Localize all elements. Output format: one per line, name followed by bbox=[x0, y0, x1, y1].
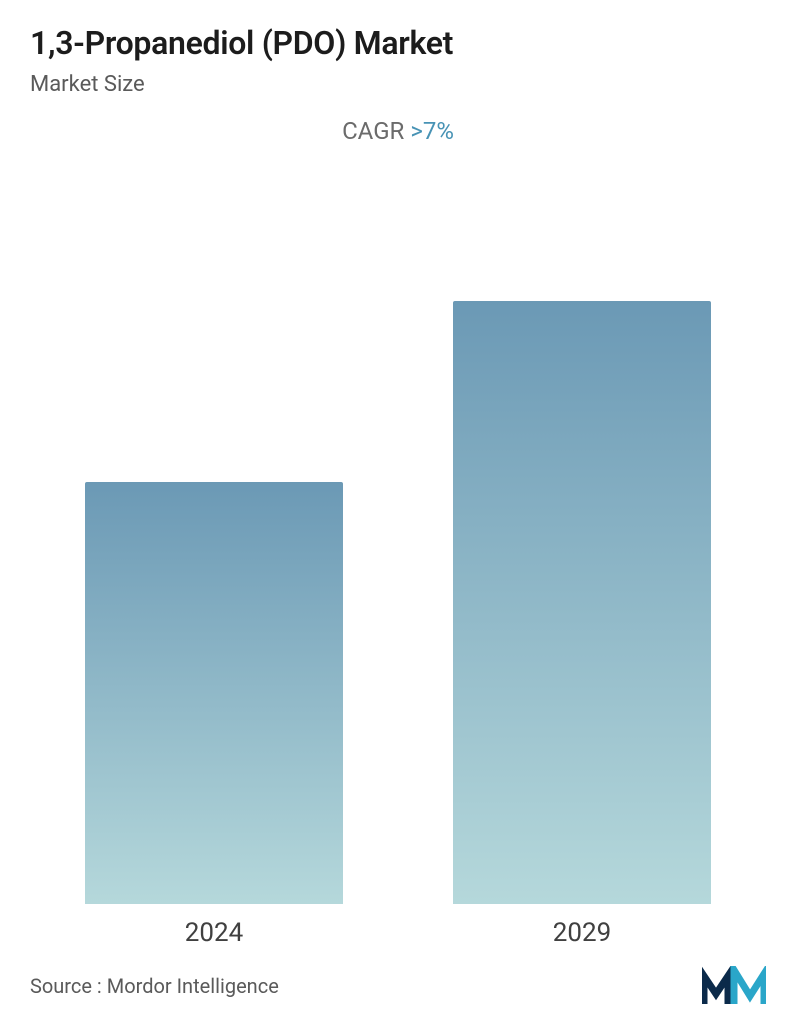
mordor-logo-icon bbox=[702, 966, 766, 1006]
x-tick-1: 2029 bbox=[416, 918, 747, 948]
brand-logo bbox=[702, 966, 766, 1006]
bar-chart: 2024 2029 bbox=[30, 210, 766, 904]
chart-card: 1,3-Propanediol (PDO) Market Market Size… bbox=[0, 0, 796, 1034]
cagr-value: >7% bbox=[410, 117, 454, 145]
bar-col-1 bbox=[416, 210, 747, 904]
source-text: Source : Mordor Intelligence bbox=[30, 974, 279, 998]
bars-container bbox=[30, 210, 766, 904]
chart-title: 1,3-Propanediol (PDO) Market bbox=[30, 24, 766, 62]
footer: Source : Mordor Intelligence bbox=[30, 966, 766, 1006]
cagr-line: CAGR >7% bbox=[30, 117, 766, 145]
bar-2024 bbox=[85, 482, 343, 904]
bar-2029 bbox=[453, 301, 711, 904]
cagr-label: CAGR bbox=[342, 117, 410, 145]
chart-subtitle: Market Size bbox=[30, 72, 766, 97]
x-tick-0: 2024 bbox=[48, 918, 379, 948]
bar-col-0 bbox=[48, 210, 379, 904]
